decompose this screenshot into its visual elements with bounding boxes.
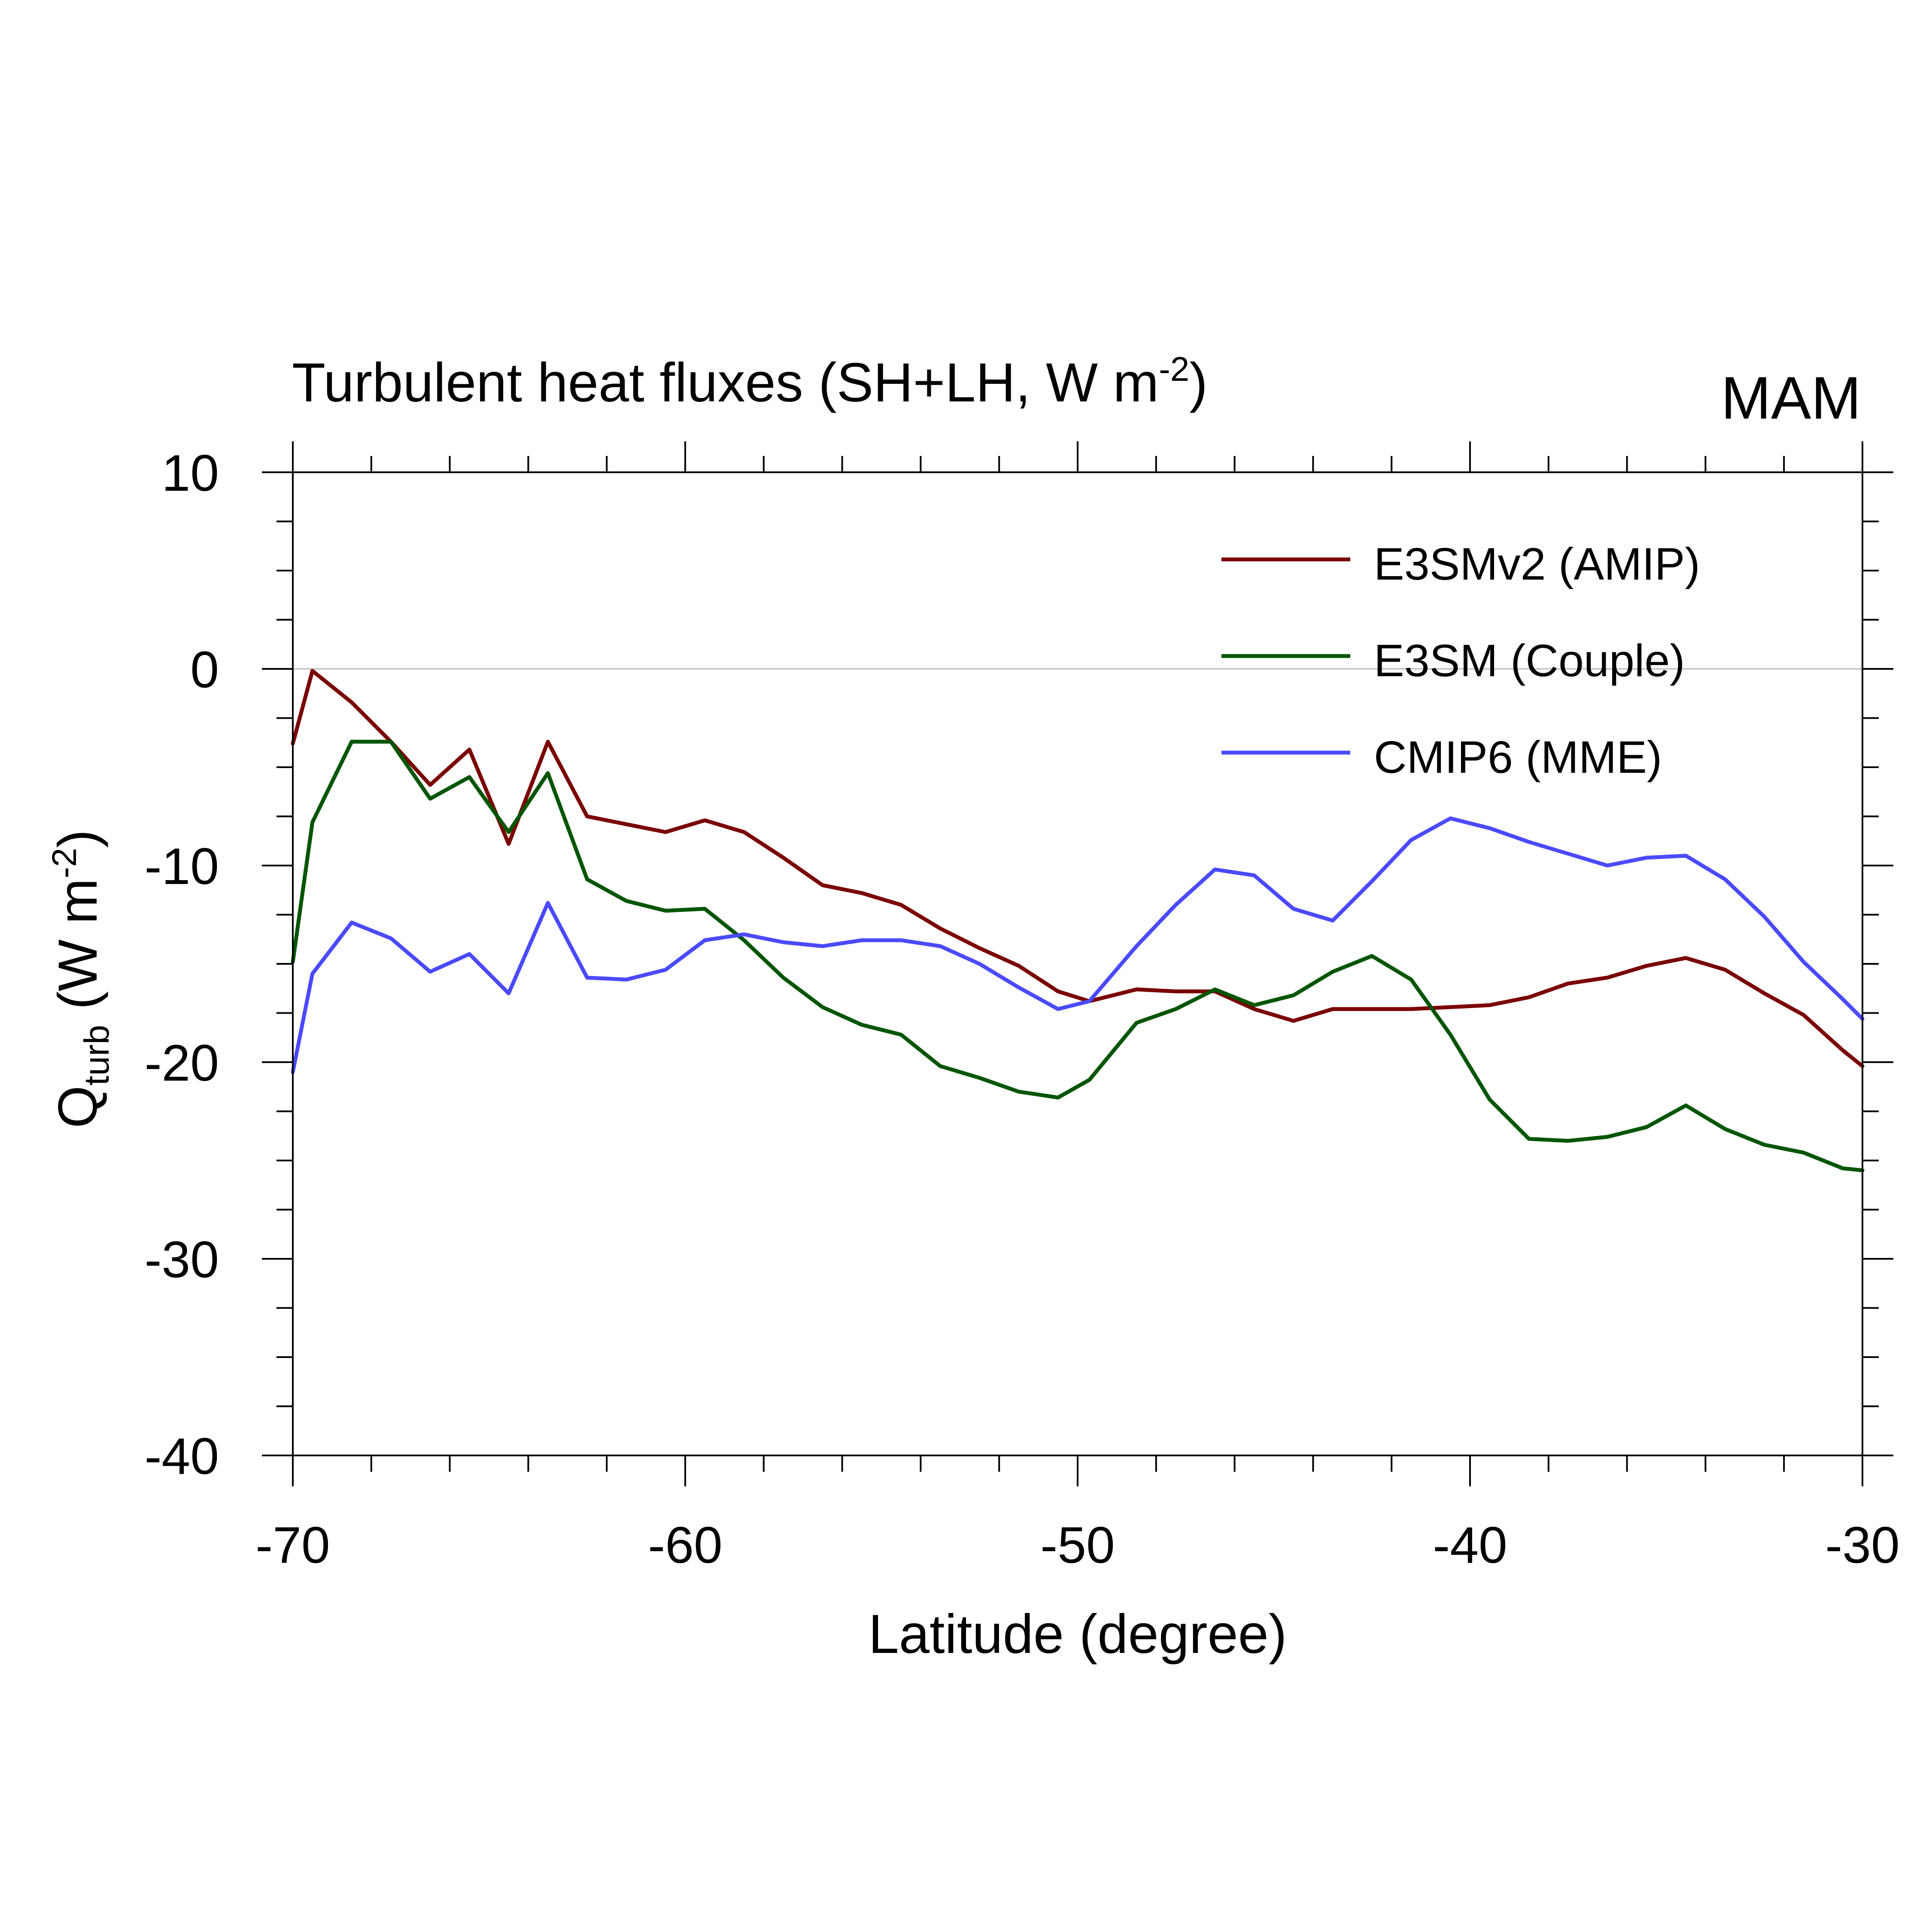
legend-label-e3smv2-amip: E3SMv2 (AMIP) — [1374, 539, 1700, 589]
legend: E3SMv2 (AMIP) E3SM (Couple) CMIP6 (MME) — [1221, 539, 1700, 783]
plot-frame — [292, 471, 1863, 1456]
season-label: MAM — [1721, 364, 1861, 431]
chart-title: Turbulent heat fluxes (SH+LH, W m-2) — [292, 350, 1208, 413]
y-tick-label: 10 — [162, 444, 219, 502]
y-tick-label: -30 — [145, 1231, 219, 1288]
series-line-e3smv2-amip — [291, 669, 1865, 1068]
y-axis-label: Qturb (W m-2) — [45, 829, 116, 1128]
x-tick-label: -50 — [1040, 1516, 1115, 1574]
x-tick-label: -60 — [648, 1516, 722, 1574]
series-line-cmip6-mme — [291, 816, 1865, 1074]
x-tick-label: -30 — [1825, 1516, 1899, 1574]
x-tick-labels: -70 -60 -50 -40 -30 — [255, 1516, 1899, 1574]
y-tick-label: 0 — [190, 641, 219, 699]
y-tick-label: -20 — [145, 1034, 219, 1092]
series-layer — [291, 669, 1865, 1173]
x-axis-label: Latitude (degree) — [869, 1604, 1287, 1665]
y-tick-label: -40 — [145, 1428, 219, 1485]
series-line-e3sm-couple — [291, 740, 1865, 1173]
legend-label-cmip6-mme: CMIP6 (MME) — [1374, 732, 1662, 783]
x-tick-label: -70 — [255, 1516, 330, 1574]
x-tick-label: -40 — [1433, 1516, 1507, 1574]
y-tick-labels: 10 0 -10 -20 -30 -40 — [145, 444, 219, 1485]
y-tick-label: -10 — [145, 838, 219, 895]
axis-ticks — [262, 441, 1893, 1486]
legend-label-e3sm-couple: E3SM (Couple) — [1374, 635, 1685, 686]
